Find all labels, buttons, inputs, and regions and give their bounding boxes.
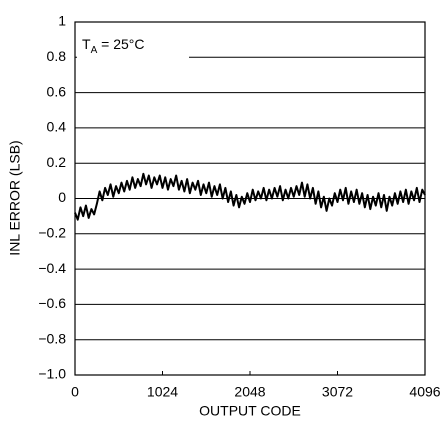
y-tick-label: −0.2: [38, 225, 66, 241]
y-tick-label: −0.4: [38, 260, 66, 276]
y-tick-label: 0.8: [47, 48, 67, 64]
y-tick-label: −0.6: [38, 295, 66, 311]
data-line: [74, 172, 426, 221]
y-tick-label: 1: [58, 13, 66, 29]
annotation-main: T: [82, 36, 91, 52]
x-tick-label: 2048: [234, 384, 265, 400]
y-tick-label: 0.6: [47, 83, 67, 99]
annotation: TA = 25°C: [82, 36, 144, 56]
x-tick-label: 1024: [147, 384, 178, 400]
x-tick-label: 3072: [322, 384, 353, 400]
y-tick-label: −0.8: [38, 330, 66, 346]
annotation-box: [77, 25, 189, 59]
plot-frame: [74, 21, 426, 376]
y-axis-title: INL ERROR (LSB): [7, 140, 23, 255]
x-axis-title: OUTPUT CODE: [199, 403, 301, 419]
y-tick-label: 0.4: [47, 119, 67, 135]
y-tick-label: 0: [58, 189, 66, 205]
annotation-sub: A: [91, 45, 98, 56]
x-tick-label: 4096: [409, 384, 440, 400]
y-tick-label: −1.0: [38, 366, 66, 382]
y-tick-label: 0.2: [47, 154, 67, 170]
x-tick-label: 0: [71, 384, 79, 400]
annotation-rest: = 25°C: [97, 36, 144, 52]
